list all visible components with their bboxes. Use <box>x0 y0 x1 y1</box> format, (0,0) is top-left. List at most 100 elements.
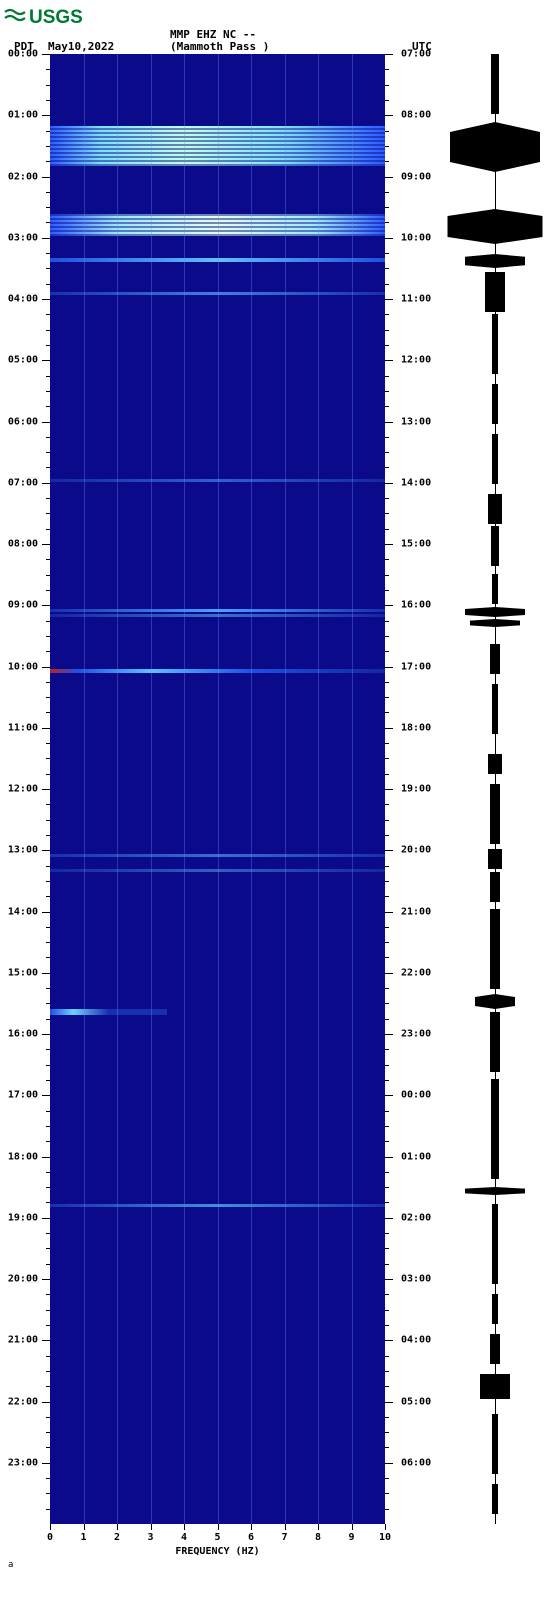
seismogram-event <box>490 1012 500 1072</box>
footer-mark: a <box>8 1560 13 1570</box>
seismogram-event <box>492 574 498 604</box>
seismogram-event <box>490 1334 500 1364</box>
right-hour-label: 19:00 <box>401 784 431 795</box>
spectrogram-band <box>50 214 385 236</box>
spectrogram-band <box>50 126 385 166</box>
spectrogram-band <box>50 258 385 262</box>
right-hour-label: 13:00 <box>401 416 431 427</box>
left-hour-label: 16:00 <box>8 1029 38 1040</box>
seismogram-event <box>485 272 505 312</box>
x-tick-label: 1 <box>80 1532 86 1543</box>
x-tick-label: 7 <box>281 1532 287 1543</box>
seismogram-event <box>465 607 525 617</box>
right-hour-label: 04:00 <box>401 1335 431 1346</box>
seismogram-event <box>488 849 502 869</box>
seismogram-event <box>490 872 500 902</box>
left-hour-label: 04:00 <box>8 294 38 305</box>
left-hour-label: 02:00 <box>8 171 38 182</box>
seismogram-event <box>492 314 498 374</box>
right-hour-label: 08:00 <box>401 110 431 121</box>
seismogram-event <box>465 1187 525 1195</box>
right-hour-label: 11:00 <box>401 294 431 305</box>
seismogram-event <box>475 994 515 1009</box>
right-time-axis: 07:0008:0009:0010:0011:0012:0013:0014:00… <box>385 54 440 1524</box>
spectrogram-band <box>50 1009 167 1015</box>
x-tick-label: 10 <box>379 1532 391 1543</box>
x-tick-label: 8 <box>315 1532 321 1543</box>
left-hour-label: 01:00 <box>8 110 38 121</box>
x-tick-label: 3 <box>147 1532 153 1543</box>
spectrogram-band <box>50 669 385 673</box>
seismogram-event <box>492 434 498 484</box>
left-hour-label: 15:00 <box>8 967 38 978</box>
right-hour-label: 01:00 <box>401 1151 431 1162</box>
seismogram-event <box>490 644 500 674</box>
left-hour-label: 03:00 <box>8 232 38 243</box>
seismogram-event <box>450 122 540 172</box>
left-hour-label: 14:00 <box>8 906 38 917</box>
right-hour-label: 00:00 <box>401 1090 431 1101</box>
seismogram-event <box>465 254 525 268</box>
chart-header: PDT May10,2022 MMP EHZ NC -- (Mammoth Pa… <box>0 28 552 54</box>
x-tick-label: 0 <box>47 1532 53 1543</box>
left-time-axis: 00:0001:0002:0003:0004:0005:0006:0007:00… <box>0 54 50 1524</box>
location-label: (Mammoth Pass ) <box>170 40 269 53</box>
x-tick-label: 6 <box>248 1532 254 1543</box>
right-hour-label: 18:00 <box>401 722 431 733</box>
right-hour-label: 07:00 <box>401 49 431 60</box>
chart-area: 00:0001:0002:0003:0004:0005:0006:0007:00… <box>0 54 552 1574</box>
seismogram-event <box>491 526 499 566</box>
seismogram-event <box>492 384 498 424</box>
seismogram-event <box>480 1374 510 1399</box>
left-hour-label: 07:00 <box>8 477 38 488</box>
left-hour-label: 13:00 <box>8 845 38 856</box>
left-hour-label: 18:00 <box>8 1151 38 1162</box>
seismogram-event <box>492 1204 498 1284</box>
left-hour-label: 12:00 <box>8 784 38 795</box>
right-hour-label: 12:00 <box>401 355 431 366</box>
seismogram-event <box>488 494 502 524</box>
left-hour-label: 20:00 <box>8 1274 38 1285</box>
seismogram-event <box>492 1294 498 1324</box>
left-hour-label: 00:00 <box>8 49 38 60</box>
usgs-logo: USGS <box>0 0 552 28</box>
x-tick-label: 4 <box>181 1532 187 1543</box>
right-hour-label: 03:00 <box>401 1274 431 1285</box>
right-hour-label: 14:00 <box>401 477 431 488</box>
right-hour-label: 23:00 <box>401 1029 431 1040</box>
left-hour-label: 19:00 <box>8 1212 38 1223</box>
seismogram-event <box>492 1414 498 1474</box>
right-hour-label: 16:00 <box>401 600 431 611</box>
seismogram-event <box>491 1079 499 1179</box>
left-hour-label: 08:00 <box>8 539 38 550</box>
x-axis-label: FREQUENCY (HZ) <box>175 1546 259 1557</box>
x-tick-label: 5 <box>214 1532 220 1543</box>
left-hour-label: 09:00 <box>8 600 38 611</box>
spectrogram-band <box>50 1204 385 1207</box>
right-hour-label: 17:00 <box>401 661 431 672</box>
spectrogram-band <box>50 609 385 612</box>
date-label: May10,2022 <box>48 40 114 53</box>
svg-text:USGS: USGS <box>29 7 83 28</box>
spectrogram-band <box>50 479 385 482</box>
spectrogram-band <box>50 292 385 295</box>
right-hour-label: 09:00 <box>401 171 431 182</box>
left-hour-label: 17:00 <box>8 1090 38 1101</box>
left-hour-label: 21:00 <box>8 1335 38 1346</box>
right-hour-label: 15:00 <box>401 539 431 550</box>
right-hour-label: 10:00 <box>401 232 431 243</box>
right-hour-label: 20:00 <box>401 845 431 856</box>
spectrogram-grid <box>50 54 385 1524</box>
right-hour-label: 22:00 <box>401 967 431 978</box>
x-tick-label: 9 <box>348 1532 354 1543</box>
right-hour-label: 21:00 <box>401 906 431 917</box>
left-hour-label: 11:00 <box>8 722 38 733</box>
spectrogram-band <box>50 869 385 872</box>
seismogram-event <box>448 209 543 244</box>
seismogram-event <box>491 54 499 114</box>
x-tick-label: 2 <box>114 1532 120 1543</box>
seismogram-event <box>470 619 520 627</box>
spectrogram-band <box>50 854 385 857</box>
left-hour-label: 05:00 <box>8 355 38 366</box>
frequency-axis: FREQUENCY (HZ) 012345678910 <box>50 1524 385 1564</box>
